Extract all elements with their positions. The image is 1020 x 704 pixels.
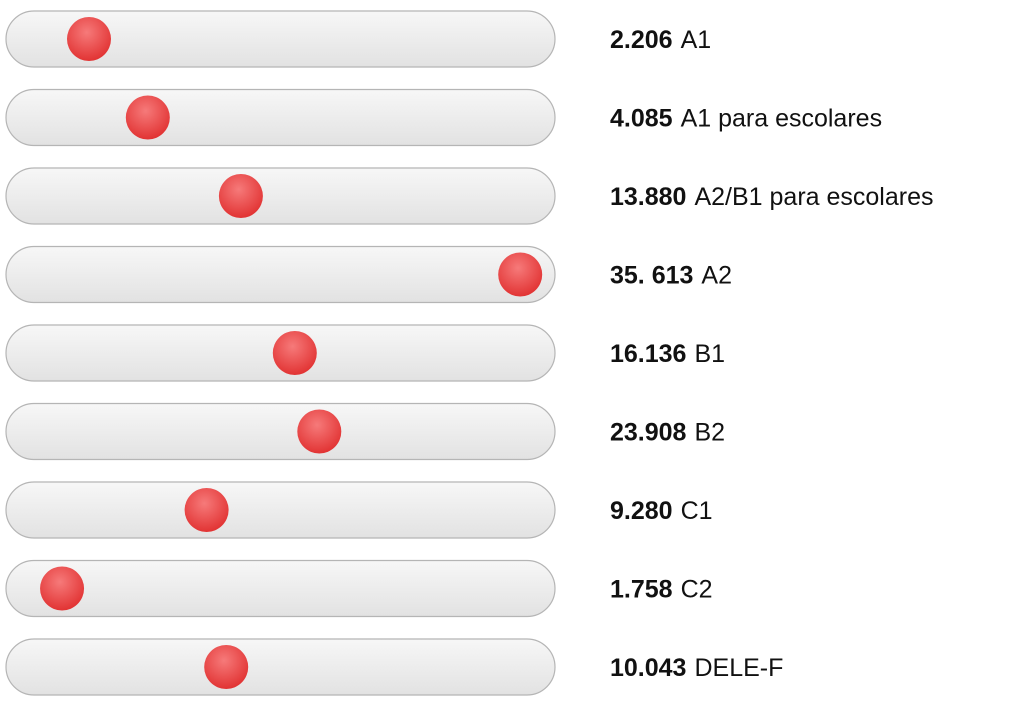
slider-knob [184, 488, 229, 532]
level-label: A2/B1 para escolares [694, 183, 933, 211]
value-text: 13.880 [610, 183, 686, 211]
slider-row: 35. 613 A2 [5, 245, 732, 304]
value-text: 4.085 [610, 104, 673, 132]
slider-row: 23.908 B2 [5, 402, 725, 461]
level-label: B2 [694, 418, 725, 446]
slider-knob [67, 17, 111, 61]
value-text: 1.758 [610, 575, 673, 603]
slider-knob [204, 645, 249, 689]
level-label: B1 [694, 340, 725, 368]
slider-knob [498, 252, 543, 297]
slider-caption: 16.136 B1 [610, 340, 725, 368]
slider-row: 10.043 DELE-F [5, 638, 783, 696]
slider-caption: 2.206 A1 [610, 26, 711, 54]
value-text: 9.280 [610, 497, 673, 525]
slider-caption: 10.043 DELE-F [610, 654, 783, 682]
level-label: C1 [681, 497, 713, 525]
level-label: A1 para escolares [681, 104, 883, 132]
slider-knob [272, 331, 317, 375]
slider-caption: 1.758 C2 [610, 575, 713, 603]
level-label: A1 [681, 26, 712, 54]
slider-caption: 9.280 C1 [610, 497, 713, 525]
slider-row: 2.206 A1 [5, 10, 711, 68]
slider-caption: 13.880 A2/B1 para escolares [610, 183, 934, 211]
slider-row: 16.136 B1 [5, 324, 725, 382]
value-text: 35. 613 [610, 261, 693, 289]
slider-caption: 23.908 B2 [610, 418, 725, 446]
slider-knob [40, 566, 85, 611]
value-text: 16.136 [610, 340, 686, 368]
level-label: DELE-F [694, 654, 783, 682]
level-label: A2 [701, 261, 732, 289]
slider-knob [125, 95, 170, 140]
slider-caption: 4.085 A1 para escolares [610, 104, 882, 132]
slider-row: 1.758 C2 [5, 559, 713, 618]
slider-knob [218, 174, 263, 218]
slider-row: 9.280 C1 [5, 481, 713, 539]
level-label: C2 [681, 575, 713, 603]
value-text: 2.206 [610, 26, 673, 54]
slider-caption: 35. 613 A2 [610, 261, 732, 289]
slider-row: 4.085 A1 para escolares [5, 88, 882, 147]
value-text: 23.908 [610, 418, 687, 446]
slider-knob [297, 409, 342, 454]
slider-row: 13.880 A2/B1 para escolares [5, 167, 934, 225]
value-text: 10.043 [610, 654, 686, 682]
